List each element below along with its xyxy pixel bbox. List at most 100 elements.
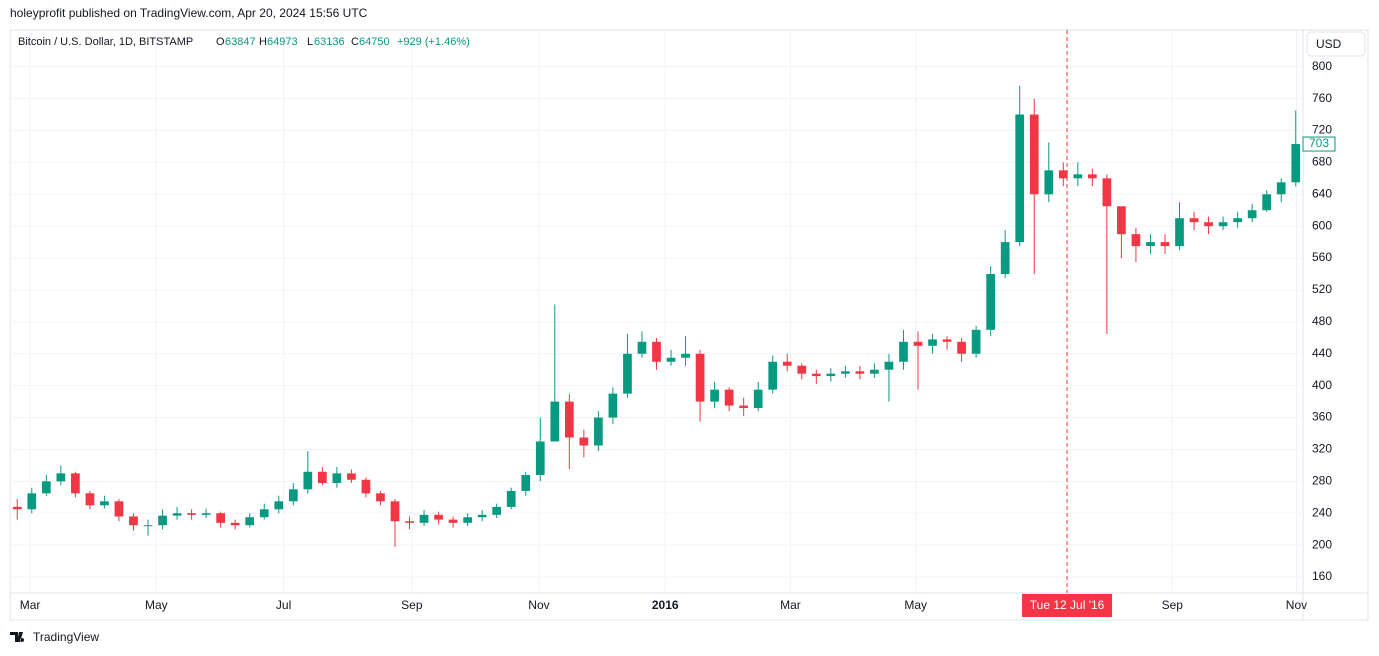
y-tick-label: 400	[1312, 378, 1332, 392]
y-tick-label: 800	[1312, 59, 1332, 73]
legend-high: 64973	[267, 36, 298, 48]
candle-body	[1233, 218, 1242, 223]
candle-body	[100, 501, 109, 506]
candle-body	[71, 473, 80, 494]
candle-body	[1131, 234, 1141, 247]
y-tick-label: 320	[1312, 442, 1332, 456]
candle-body	[826, 373, 836, 377]
candle-body	[1015, 114, 1025, 243]
candle-body	[492, 506, 502, 515]
candle-body	[477, 514, 487, 518]
y-tick-label: 440	[1312, 346, 1332, 360]
last-price-label: 703	[1309, 136, 1329, 150]
candle-body	[971, 329, 981, 354]
candle-body	[579, 437, 589, 446]
y-tick-label: 720	[1312, 123, 1332, 137]
candle-body	[361, 479, 371, 494]
candle-body	[637, 341, 647, 354]
candle-body	[85, 493, 95, 506]
candle-body	[41, 481, 51, 494]
candle-body	[724, 389, 734, 406]
candle-body	[201, 513, 211, 515]
candle-body	[1044, 170, 1054, 195]
candle-body	[1160, 242, 1170, 247]
candle-body	[448, 519, 458, 523]
y-tick-label: 240	[1312, 505, 1332, 519]
symbol: Bitcoin / U.S. Dollar, 1D, BITSTAMP	[18, 36, 193, 48]
x-tick-label: May	[904, 598, 927, 612]
candle-body	[811, 373, 821, 377]
legend-c: C	[351, 36, 359, 48]
y-tick-label: 520	[1312, 282, 1332, 296]
y-tick-label: 760	[1312, 91, 1332, 105]
candle-body	[230, 522, 240, 526]
candle-body	[216, 513, 226, 523]
candle-body	[332, 473, 342, 483]
candle-body	[782, 361, 792, 366]
candle-body	[434, 514, 443, 520]
publisher: holeyprofit published on TradingView.com…	[10, 6, 368, 20]
candle-body	[1029, 114, 1039, 195]
y-tick-label: 160	[1312, 569, 1332, 583]
candle-body	[419, 514, 429, 523]
candle-body	[274, 501, 284, 510]
candle-body	[405, 521, 414, 523]
legend-open: 63847	[225, 36, 256, 48]
candle-body	[303, 471, 313, 490]
candle-body	[1291, 144, 1301, 183]
candle-body	[347, 473, 356, 480]
candle-body	[1117, 206, 1126, 235]
candle-body	[710, 389, 719, 402]
legend-o: O	[216, 36, 225, 48]
candle-body	[1000, 242, 1010, 275]
candle-body	[521, 474, 531, 491]
candle-body	[535, 441, 545, 475]
candle-body	[114, 501, 124, 517]
candle-body	[288, 489, 298, 502]
candle-body	[986, 274, 996, 330]
candle-body	[1058, 170, 1068, 179]
legend: Bitcoin / U.S. Dollar, 1D, BITSTAMP O 63…	[18, 36, 470, 48]
candle-body	[376, 493, 385, 502]
last-price-box	[1302, 136, 1336, 152]
candle-body	[899, 341, 908, 362]
currency[interactable]: USD	[1316, 37, 1342, 51]
candle-body	[681, 353, 690, 358]
y-tick-label: 600	[1312, 218, 1332, 232]
candle-body	[187, 513, 196, 515]
legend-h: H	[259, 36, 267, 48]
candles	[12, 85, 1301, 547]
crosshair-label-box	[1022, 594, 1113, 617]
candle-body	[27, 493, 37, 510]
legend-change: +929 (+1.46%)	[397, 36, 470, 48]
candle-body	[753, 389, 763, 408]
candle-body	[841, 371, 850, 374]
candle-body	[129, 516, 138, 526]
candle-body	[884, 361, 894, 370]
candle-body	[870, 369, 879, 374]
candle-body	[928, 339, 937, 346]
x-tick-label: Mar	[780, 598, 801, 612]
candle-body	[1276, 182, 1286, 195]
candle-body	[1175, 218, 1184, 247]
y-tick-label: 200	[1312, 537, 1332, 551]
legend-low: 63136	[314, 36, 345, 48]
y-tick-label: 280	[1312, 474, 1332, 488]
candle-body	[623, 353, 632, 394]
legend-l: L	[307, 36, 313, 48]
y-tick-label: 640	[1312, 186, 1332, 200]
x-tick-label: Sep	[1162, 598, 1184, 612]
x-tick-label: May	[145, 598, 168, 612]
footer: TradingView	[10, 630, 99, 644]
brand: TradingView	[33, 630, 99, 644]
candle-body	[797, 365, 807, 374]
candle-body	[12, 506, 22, 510]
candle-body	[1102, 178, 1112, 207]
candle-body	[1262, 194, 1272, 211]
candle-body	[855, 371, 865, 374]
x-tick-label: Nov	[1286, 598, 1307, 612]
currency-button[interactable]	[1306, 31, 1366, 57]
candle-body	[1218, 222, 1228, 227]
candle-body	[56, 473, 66, 482]
